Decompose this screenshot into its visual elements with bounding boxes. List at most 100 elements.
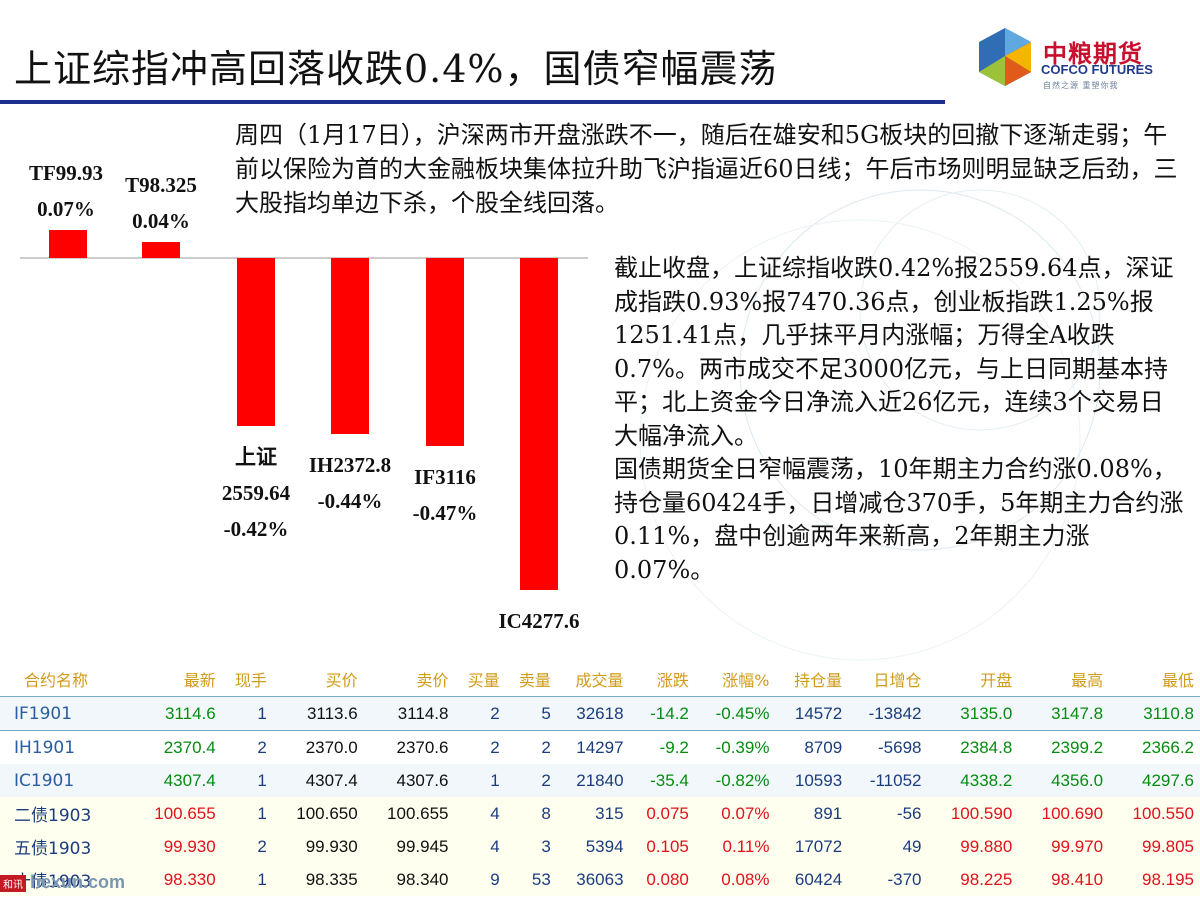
table-row[interactable]: IF1901 3114.6 1 3113.6 3114.8 2 5 32618 -14.2 -0.… — [0, 696, 1200, 731]
table-cell: 21840 — [556, 764, 630, 797]
table-cell: 3135.0 — [927, 696, 1019, 731]
table-cell: 99.970 — [1018, 830, 1110, 863]
table-cell: -5698 — [848, 730, 928, 764]
table-cell: 2 — [221, 830, 273, 863]
table-cell: 99.930 — [130, 830, 222, 863]
watermark-badge: 和讯 — [0, 874, 26, 892]
table-cell: -0.82% — [694, 764, 776, 797]
table-cell: 100.590 — [927, 797, 1019, 830]
table-cell: 100.655 — [130, 797, 222, 830]
table-row[interactable]: 十债1903 98.330 1 98.335 98.340 9 53 36063 0.080 0.… — [0, 863, 1200, 896]
table-cell: 99.945 — [363, 830, 455, 863]
table-cell: 100.655 — [363, 797, 455, 830]
table-cell: 99.930 — [272, 830, 364, 863]
source-watermark: 和讯 hexun.com — [0, 872, 125, 893]
table-cell: 100.690 — [1018, 797, 1110, 830]
table-row[interactable]: 二债1903 100.655 1 100.650 100.655 4 8 315 0.075 0.… — [0, 797, 1200, 830]
table-cell: 2370.6 — [363, 730, 455, 764]
data-label-上证-0: 上证 — [235, 445, 277, 469]
bar-IC — [520, 258, 558, 590]
column-header[interactable]: 最新 — [130, 662, 222, 697]
column-header[interactable]: 开盘 — [927, 662, 1019, 697]
table-cell: 0.11% — [694, 830, 776, 863]
page-title: 上证综指冲高回落收跌0.4%，国债窄幅震荡 — [14, 47, 778, 91]
table-cell: 3114.6 — [130, 696, 222, 731]
data-label-IC-0: IC4277.6 — [498, 609, 579, 633]
column-header[interactable]: 现手 — [221, 662, 273, 697]
table-cell: 2 — [454, 730, 506, 764]
commentary-paragraph-1: 周四（1月17日），沪深两市开盘涨跌不一，随后在雄安和5G板块的回撤下逐渐走弱；… — [235, 121, 1178, 217]
chart-bars — [49, 230, 558, 590]
table-cell: 5394 — [556, 830, 630, 863]
bar-T — [142, 242, 180, 258]
table-cell: 4338.2 — [927, 764, 1019, 797]
column-header[interactable]: 涨幅% — [694, 662, 776, 697]
table-cell: 3 — [505, 830, 557, 863]
bar-上证 — [237, 258, 275, 426]
table-cell: 10593 — [775, 764, 849, 797]
table-cell: -370 — [848, 863, 928, 896]
table-cell: 14297 — [556, 730, 630, 764]
table-cell: 2370.4 — [130, 730, 222, 764]
column-header[interactable]: 买价 — [272, 662, 364, 697]
table-cell: 32618 — [556, 696, 630, 731]
table-cell: 891 — [775, 797, 849, 830]
table-cell: 100.650 — [272, 797, 364, 830]
table-cell: IC1901 — [0, 764, 131, 797]
title-underline — [0, 100, 945, 104]
table-cell: 4356.0 — [1018, 764, 1110, 797]
table-row[interactable]: IC1901 4307.4 1 4307.4 4307.6 1 2 21840 -35.4 -0.… — [0, 764, 1200, 797]
logo-tagline: 自然之源 重塑你我 — [1043, 81, 1119, 90]
column-header[interactable]: 卖价 — [363, 662, 455, 697]
table-cell: 98.330 — [130, 863, 222, 896]
table-cell: -0.39% — [694, 730, 776, 764]
cofco-logo-icon — [979, 28, 1031, 86]
commentary-paragraph-2: 截止收盘，上证综指收跌0.42%报2559.64点，深证成指跌0.93%报747… — [614, 254, 1174, 450]
table-cell: 4 — [454, 797, 506, 830]
bar-IH — [331, 258, 369, 434]
table-cell: 1 — [221, 863, 273, 896]
table-cell: 0.105 — [629, 830, 695, 863]
table-cell: 49 — [848, 830, 928, 863]
column-header[interactable]: 卖量 — [505, 662, 557, 697]
column-header[interactable]: 合约名称 — [0, 662, 131, 697]
table-cell: 3110.8 — [1109, 696, 1200, 731]
column-header[interactable]: 涨跌 — [629, 662, 695, 697]
commentary-block: 截止收盘，上证综指收跌0.42%报2559.64点，深证成指跌0.93%报747… — [614, 252, 1184, 587]
watermark-text: hexun.com — [30, 872, 126, 892]
column-header[interactable]: 持仓量 — [775, 662, 849, 697]
table-cell: 2370.0 — [272, 730, 364, 764]
logo-chinese-name: 中粮期货 — [1043, 40, 1143, 68]
table-cell: 1 — [221, 797, 273, 830]
table-cell: 2399.2 — [1018, 730, 1110, 764]
column-header[interactable]: 买量 — [454, 662, 506, 697]
table-cell: 8709 — [775, 730, 849, 764]
table-cell: 0.08% — [694, 863, 776, 896]
logo-english-name: COFCO FUTURES — [1041, 62, 1153, 77]
table-cell: 98.195 — [1109, 863, 1200, 896]
table-cell: 2 — [221, 730, 273, 764]
column-header[interactable]: 成交量 — [556, 662, 630, 697]
table-cell: 8 — [505, 797, 557, 830]
table-row[interactable]: IH1901 2370.4 2 2370.0 2370.6 2 2 14297 -9.2 -0.3… — [0, 730, 1200, 764]
table-cell: -13842 — [848, 696, 928, 731]
bar-TF — [49, 230, 87, 258]
table-cell: -14.2 — [629, 696, 695, 731]
table-cell: 4 — [454, 830, 506, 863]
column-header[interactable]: 最高 — [1018, 662, 1110, 697]
table-cell: 5 — [505, 696, 557, 731]
table-cell: 98.225 — [927, 863, 1019, 896]
table-cell: 315 — [556, 797, 630, 830]
table-cell: 98.340 — [363, 863, 455, 896]
table-cell: 0.07% — [694, 797, 776, 830]
column-header[interactable]: 最低 — [1109, 662, 1200, 697]
data-label-TF-0: TF99.93 — [29, 161, 103, 185]
table-row[interactable]: 五债1903 99.930 2 99.930 99.945 4 3 5394 0.105 0.11… — [0, 830, 1200, 863]
table-body: IF1901 3114.6 1 3113.6 3114.8 2 5 32618 -14.2 -0.… — [0, 696, 1200, 896]
table-cell: 五债1903 — [0, 830, 131, 863]
table-cell: 53 — [505, 863, 557, 896]
data-label-IH-1: -0.44% — [318, 489, 383, 513]
column-header[interactable]: 日增仓 — [848, 662, 928, 697]
table-cell: 4307.6 — [363, 764, 455, 797]
table-cell: 1 — [221, 764, 273, 797]
